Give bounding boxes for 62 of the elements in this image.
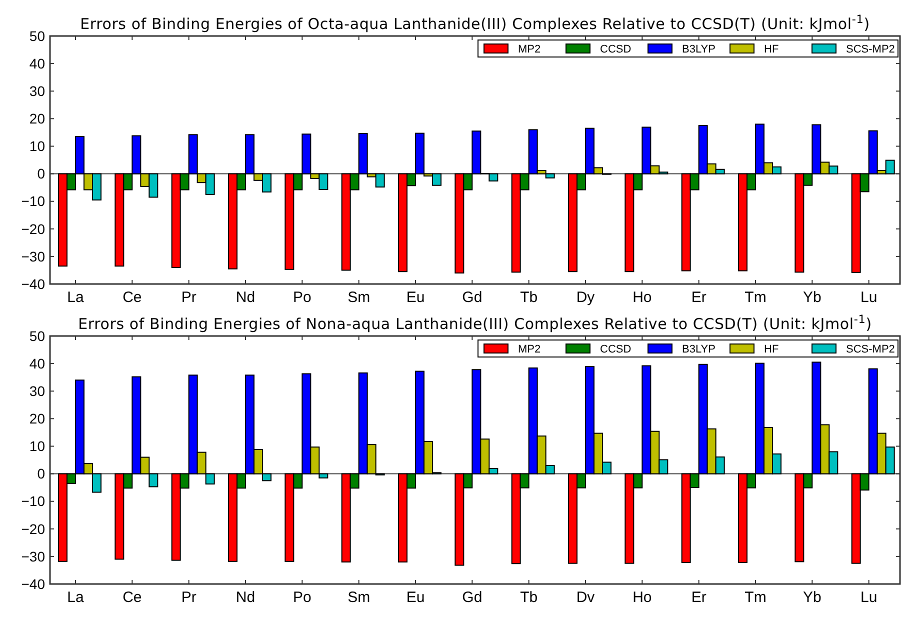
legend-label: MP2 bbox=[518, 344, 541, 356]
x-tick-label: La bbox=[67, 289, 84, 306]
x-tick-label: Ho bbox=[632, 589, 652, 606]
x-tick-label: Sm bbox=[348, 289, 370, 306]
y-tick-label: 0 bbox=[37, 466, 46, 482]
x-tick-label: Gd bbox=[462, 289, 482, 306]
x-tick-label: Nd bbox=[236, 589, 256, 606]
legend-label: HF bbox=[764, 344, 779, 356]
x-tick-label: Sm bbox=[348, 589, 370, 606]
x-tick-label: La bbox=[67, 589, 84, 606]
x-tick-label: Ho bbox=[632, 289, 652, 306]
x-tick-label: Er bbox=[691, 589, 706, 606]
y-tick-label: 50 bbox=[29, 28, 46, 44]
y-tick-label: −10 bbox=[21, 493, 46, 510]
x-tick-label: Po bbox=[292, 589, 312, 606]
y-tick-label: −20 bbox=[21, 520, 46, 537]
x-tick-label: Eu bbox=[406, 589, 425, 606]
legend-label: CCSD bbox=[600, 44, 632, 56]
y-tick-label: 50 bbox=[29, 328, 46, 344]
x-tick-label: Gd bbox=[462, 589, 482, 606]
y-tick-label: −40 bbox=[21, 576, 46, 592]
y-tick-label: 10 bbox=[29, 138, 46, 154]
chart-title: Errors of Binding Energies of Nona-aqua Lanthanide(III) Complexes Relative to CCSD(T) (Unit: kJmol$^{-1}$) bbox=[78, 312, 872, 333]
legend-label: MP2 bbox=[518, 44, 541, 56]
x-tick-label: Ce bbox=[122, 289, 142, 306]
legend-label: HF bbox=[764, 44, 779, 56]
x-tick-label: Pr bbox=[181, 289, 196, 306]
y-tick-label: 10 bbox=[29, 438, 46, 454]
chart-title: Errors of Binding Energies of Octa-aqua Lanthanide(III) Complexes Relative to CCSD(T) (Unit: kJmol$^{-1}$) bbox=[80, 12, 870, 33]
legend-label: SCS-MP2 bbox=[846, 344, 895, 356]
x-tick-label: Nd bbox=[236, 289, 256, 306]
x-tick-label: Dy bbox=[576, 289, 596, 306]
y-tick-label: 30 bbox=[29, 83, 46, 100]
x-tick-label: Tm bbox=[744, 289, 766, 306]
y-tick-label: −30 bbox=[21, 548, 46, 564]
x-tick-label: Lu bbox=[860, 289, 878, 306]
x-tick-label: Tb bbox=[520, 289, 538, 306]
x-tick-label: Tm bbox=[744, 589, 766, 606]
x-tick-label: Lu bbox=[860, 589, 878, 606]
y-tick-label: −40 bbox=[21, 276, 46, 292]
x-tick-label: Po bbox=[292, 289, 312, 306]
x-tick-label: Er bbox=[691, 289, 706, 306]
x-tick-label: Ce bbox=[122, 589, 142, 606]
x-tick-label: Tb bbox=[520, 589, 538, 606]
legend-label: SCS-MP2 bbox=[846, 44, 895, 56]
x-tick-label: Yb bbox=[802, 589, 822, 606]
y-tick-label: 20 bbox=[29, 110, 46, 127]
y-tick-label: 40 bbox=[29, 355, 46, 372]
y-tick-label: −10 bbox=[21, 193, 46, 210]
y-tick-label: −20 bbox=[21, 220, 46, 237]
legend-label: CCSD bbox=[600, 344, 632, 356]
y-tick-label: 30 bbox=[29, 383, 46, 400]
legend-label: B3LYP bbox=[682, 44, 716, 56]
x-tick-label: Yb bbox=[802, 289, 822, 306]
legend-label: B3LYP bbox=[682, 344, 716, 356]
y-tick-label: 20 bbox=[29, 410, 46, 427]
y-tick-label: 0 bbox=[37, 166, 46, 182]
x-tick-label: Dv bbox=[576, 589, 596, 606]
x-tick-label: Pr bbox=[181, 589, 196, 606]
y-tick-label: −30 bbox=[21, 248, 46, 264]
x-tick-label: Eu bbox=[406, 289, 425, 306]
y-tick-label: 40 bbox=[29, 55, 46, 72]
